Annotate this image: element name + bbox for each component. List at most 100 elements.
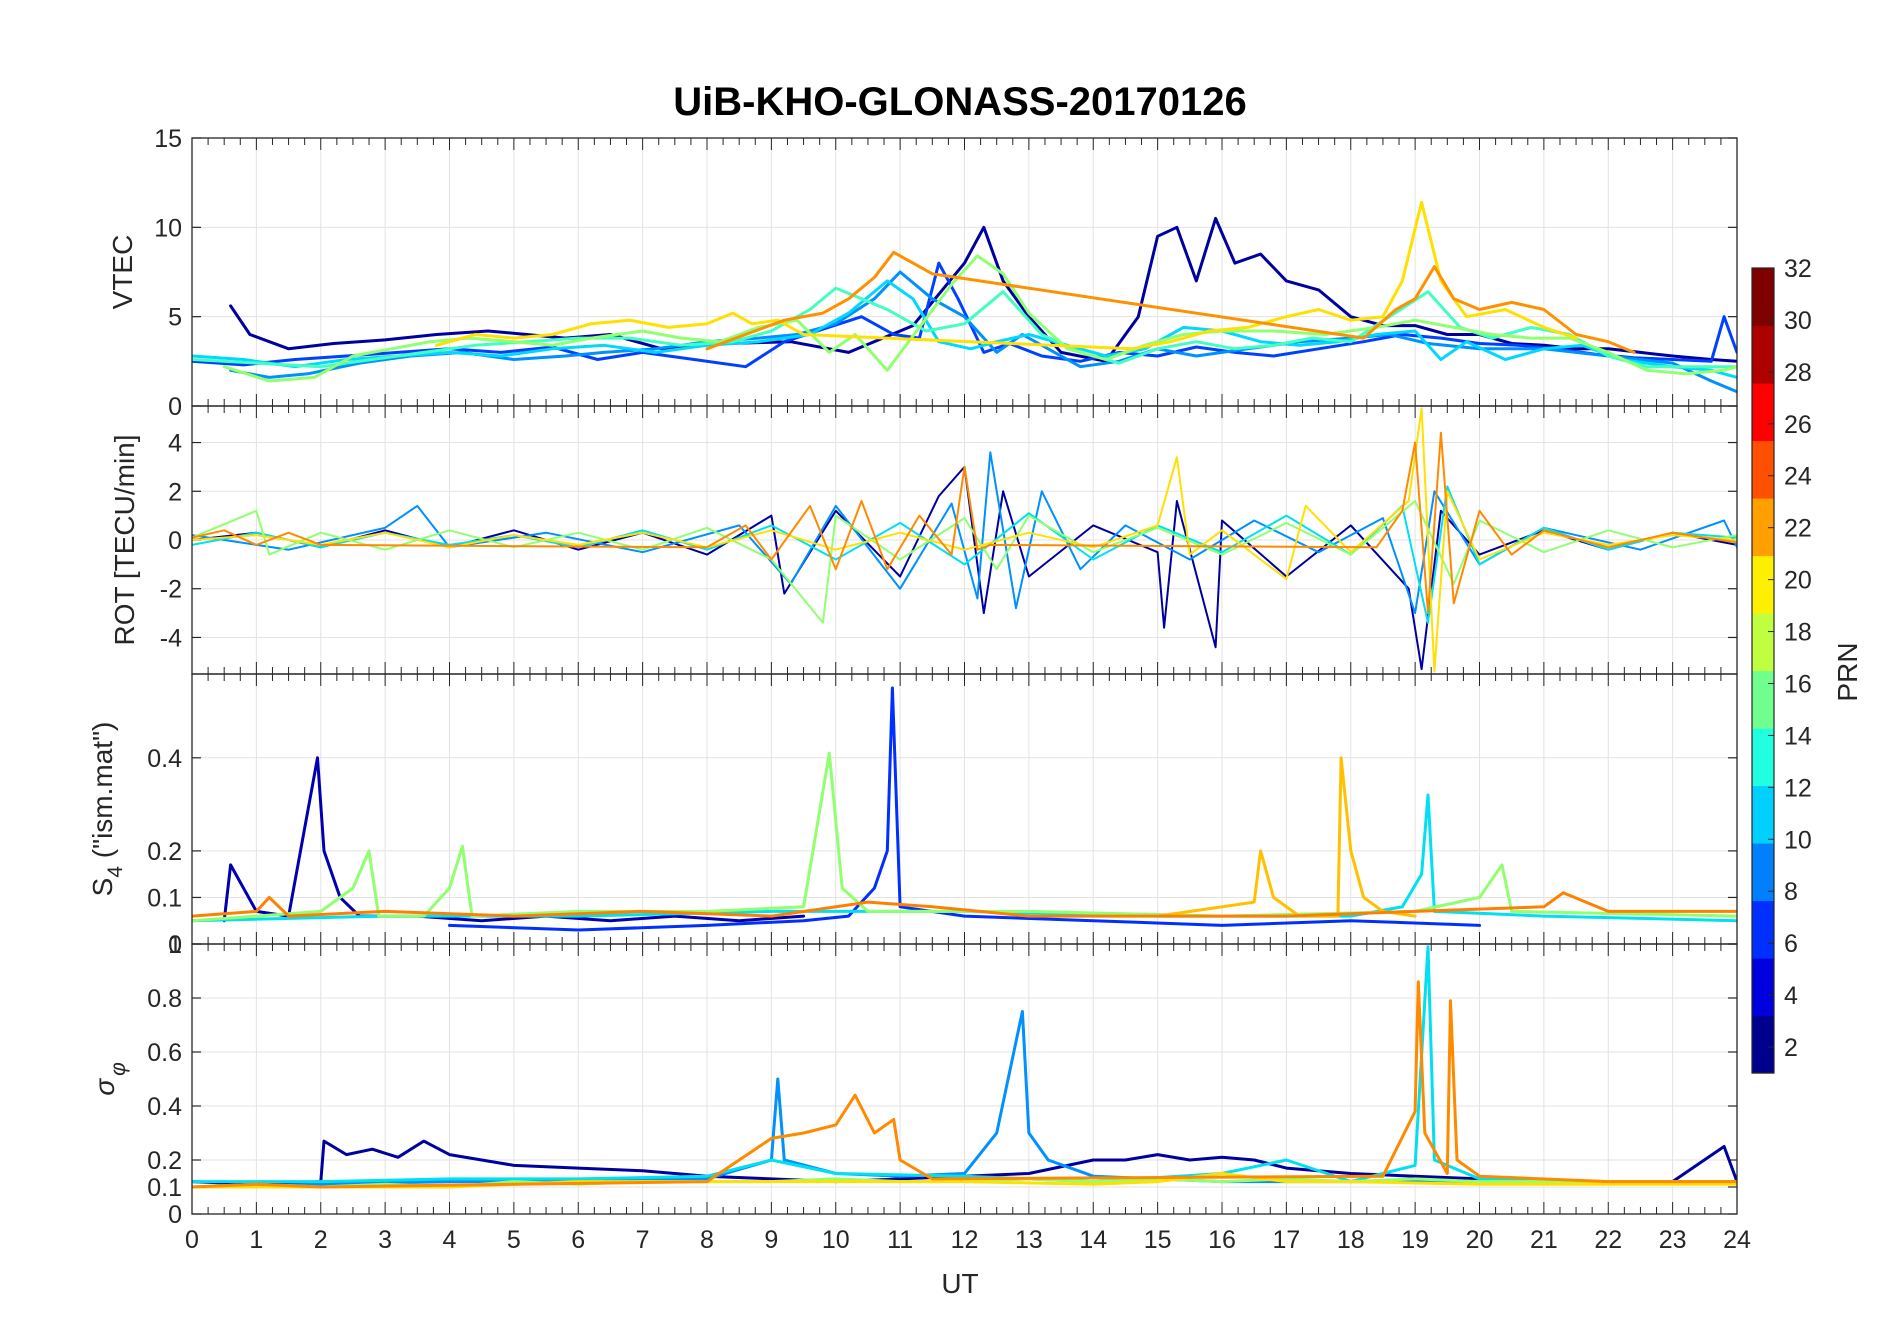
colorbar-tick-label: 14 (1784, 722, 1812, 750)
y-tick-label: -4 (160, 624, 182, 652)
series-line-prn-8 (229, 270, 1737, 394)
colorbar-segment (1752, 958, 1774, 1017)
x-tick-label: 14 (1079, 1226, 1107, 1254)
y-tick-label: 2 (168, 478, 182, 506)
colorbar-tick-label: 2 (1784, 1034, 1798, 1062)
series-line-prn-5 (448, 686, 1481, 932)
x-tick-label: 0 (185, 1226, 199, 1254)
colorbar-tick-label: 24 (1784, 463, 1812, 491)
x-tick-label: 5 (507, 1226, 521, 1254)
y-tick-label: 10 (154, 214, 182, 242)
colorbar-tick-label: 8 (1784, 878, 1798, 906)
series-group (192, 945, 1737, 1189)
colorbar-frame (1751, 267, 1775, 1074)
colorbar-segment (1752, 670, 1774, 729)
x-tick-label: 7 (636, 1226, 650, 1254)
x-tick-label: 10 (822, 1226, 850, 1254)
series-group (192, 686, 1737, 932)
x-tick-label: 11 (887, 1226, 913, 1254)
series-line-prn-23 (192, 891, 1737, 918)
colorbar-segment (1752, 785, 1774, 844)
series-group (192, 200, 1737, 394)
series-line-prn-8 (192, 451, 1737, 615)
colorbar-tick-label: 16 (1784, 670, 1812, 698)
colorbar-tick-label: 30 (1784, 307, 1812, 335)
y-tick-label: 0.1 (147, 884, 182, 912)
x-tick-label: 2 (314, 1226, 328, 1254)
x-tick-label: 17 (1272, 1226, 1300, 1254)
series-line-prn-17 (192, 500, 1737, 624)
y-tick-label: 0.8 (147, 985, 182, 1013)
y-tick-label: 5 (168, 304, 182, 332)
panel-vtec: 0 5 10 15 VTEC (107, 125, 1738, 421)
y-tick-label: 0 (168, 931, 182, 959)
colorbar-segment (1752, 843, 1774, 902)
colorbar-segment (1752, 555, 1774, 614)
y-tick-label: 0.4 (147, 745, 182, 773)
colorbar-segment (1752, 325, 1774, 384)
y-tick-label: 0 (168, 393, 182, 421)
y-axis-label: VTEC (107, 235, 138, 310)
series-line-prn-21 (1156, 756, 1417, 918)
y-axis-label: σφ (89, 1062, 130, 1096)
colorbar-segment (1752, 1015, 1774, 1074)
series-line-prn-20 (192, 407, 1737, 673)
colorbar-tick-label: 12 (1784, 774, 1812, 802)
colorbar-tick-label: 22 (1784, 515, 1812, 543)
y-tick-label: 0.6 (147, 1039, 182, 1067)
x-tick-label: 12 (951, 1226, 979, 1254)
y-tick-label: 0 (168, 527, 182, 555)
colorbar-tick-label: 28 (1784, 359, 1812, 387)
colorbar-tick-label: 32 (1784, 255, 1812, 283)
series-line-prn-2 (192, 1139, 1737, 1186)
colorbar-segment (1752, 900, 1774, 959)
x-tick-label: 9 (764, 1226, 778, 1254)
colorbar-segment (1752, 440, 1774, 499)
x-tick-label: 13 (1015, 1226, 1043, 1254)
panel-s4: 0 0.1 0.2 0.4 S4 ("ism.mat") (87, 673, 1738, 959)
x-tick-label: 3 (378, 1226, 392, 1254)
x-tick-label: 21 (1530, 1226, 1558, 1254)
series-line-prn-12 (192, 279, 1737, 379)
series-line-prn-17 (222, 254, 1737, 383)
series-line-prn-15 (192, 286, 1737, 369)
x-tick-label: 23 (1659, 1226, 1687, 1254)
colorbar-tick-label: 10 (1784, 826, 1812, 854)
series-group (192, 407, 1737, 673)
series-line-prn-2 (222, 756, 806, 923)
x-tick-label: 6 (571, 1226, 585, 1254)
x-tick-label: 4 (443, 1226, 457, 1254)
x-tick-label: 20 (1466, 1226, 1494, 1254)
x-tick-label: 24 (1723, 1226, 1751, 1254)
colorbar-tick-label: 20 (1784, 567, 1812, 595)
x-tick-label: 1 (249, 1226, 263, 1254)
x-tick-label: 22 (1594, 1226, 1622, 1254)
colorbar-segment (1752, 728, 1774, 787)
y-tick-label: 0 (168, 1201, 182, 1229)
series-line-prn-23 (705, 250, 1636, 354)
colorbar-tick-label: 6 (1784, 930, 1798, 958)
colorbar-label: PRN (1832, 642, 1863, 701)
y-tick-label: 0.2 (147, 838, 182, 866)
panel-frame (191, 943, 1738, 1215)
colorbar-segment (1752, 613, 1774, 672)
colorbar-segment (1752, 268, 1774, 327)
series-line-prn-17 (192, 751, 1737, 923)
y-tick-label: 0.1 (147, 1174, 182, 1202)
chart-title: UiB-KHO-GLONASS-20170126 (673, 80, 1247, 124)
x-axis-label: UT (941, 1268, 978, 1299)
y-tick-label: -2 (160, 576, 182, 604)
x-tick-label: 19 (1401, 1226, 1429, 1254)
y-axis-label: ROT [TECU/min] (109, 434, 140, 645)
y-tick-label: 0.2 (147, 1147, 182, 1175)
series-line-prn-20 (435, 200, 1578, 351)
y-tick-label: 4 (168, 430, 182, 458)
colorbar-segment (1752, 498, 1774, 557)
y-tick-label: 0.4 (147, 1093, 182, 1121)
x-tick-label: 15 (1144, 1226, 1172, 1254)
series-line-prn-23 (192, 980, 1737, 1189)
colorbar-segment (1752, 383, 1774, 442)
